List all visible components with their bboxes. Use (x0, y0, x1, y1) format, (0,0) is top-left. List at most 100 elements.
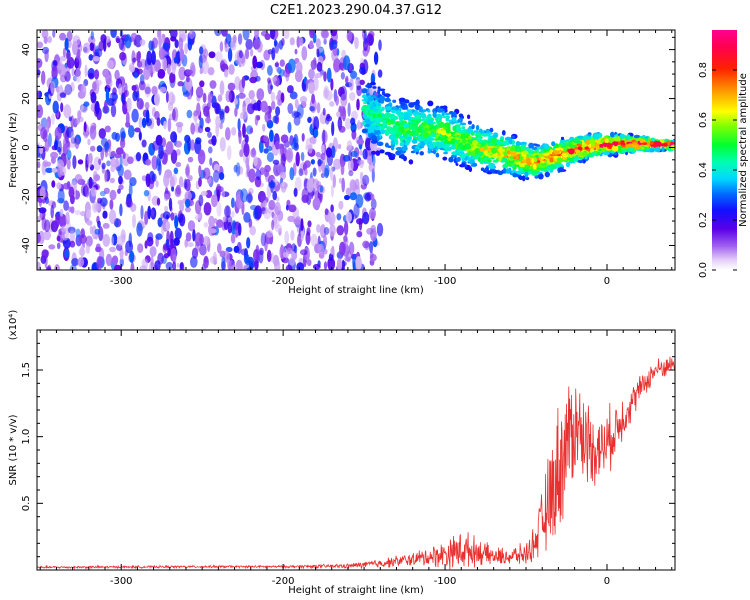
spectrogram-track-blob (458, 113, 464, 118)
spectrogram-track-blob (413, 148, 420, 152)
spectrogram-noise-blob (162, 42, 170, 51)
spectrogram-noise-blob (311, 93, 315, 105)
spectrogram-track-blob (655, 141, 662, 146)
spectrogram-noise-blob (309, 40, 314, 49)
colorbar-ticks: 0.0 0.2 0.4 0.6 0.8 (698, 62, 737, 278)
spectrogram-noise-blob (83, 121, 87, 133)
spectrogram-noise-blob (95, 243, 101, 253)
spectrogram-noise-blob (71, 258, 79, 267)
spectrogram-noise-blob (144, 240, 148, 249)
spectrogram-noise-blob (193, 110, 199, 117)
spectrogram-noise-blob (99, 197, 108, 207)
spectrogram-noise-blob (38, 198, 43, 207)
spectrogram-track-blob (429, 130, 435, 135)
spectrogram-noise-blob (207, 67, 215, 76)
spectrogram-track-blob (372, 86, 377, 89)
spectrogram-noise-blob (312, 167, 317, 177)
spectrogram-noise-blob (294, 69, 303, 83)
spectrogram-track-blob (512, 172, 517, 178)
spectrogram-noise-blob (306, 227, 311, 236)
spectrogram-noise-blob (307, 116, 312, 123)
colorbar: 0.0 0.2 0.4 0.6 0.8 Normalized spectral ampl… (698, 30, 749, 278)
spectrogram-track-blob (531, 158, 535, 164)
spectrogram-track-blob (633, 134, 640, 139)
spectrogram-noise-blob (328, 253, 334, 262)
spectrogram-track-blob (476, 136, 482, 142)
spectrogram-noise-blob (330, 184, 334, 198)
spectrogram-noise-blob (219, 250, 226, 258)
spectrogram-noise-blob (37, 104, 44, 119)
spectrogram-track-blob (405, 100, 410, 104)
spectrogram-noise-blob (341, 259, 345, 270)
spectrogram-noise-blob (340, 162, 345, 176)
spectrogram-noise-blob (109, 246, 117, 253)
spectrogram-noise-blob (350, 150, 358, 158)
spectrogram-track-blob (379, 88, 386, 92)
spectrogram-track-blob (554, 147, 561, 151)
snr-ticks: -300 -200 -100 0 0.5 1.0 1.5 (21, 330, 675, 587)
spectrogram-noise-blob (83, 42, 91, 54)
spectrogram-track-blob (444, 112, 451, 116)
spectrogram-noise-blob (187, 137, 192, 152)
spectrogram-track-blob (488, 163, 495, 169)
spectrogram-track-blob (395, 146, 403, 151)
spectrogram-track-blob (450, 154, 457, 158)
spectrogram-noise-blob (119, 127, 126, 142)
spectrogram-track-blob (543, 153, 550, 156)
spectrogram-noise-blob (232, 220, 237, 229)
spectrogram-track-blob (645, 148, 650, 152)
spectrogram-noise-blob (289, 167, 295, 181)
spectrogram-noise-blob (213, 251, 217, 264)
spectrogram-noise-blob (346, 140, 353, 151)
spectrogram-noise-blob (110, 235, 115, 246)
spectrogram-track-blob (457, 118, 462, 123)
spectrogram-noise-blob (153, 92, 161, 107)
spectrogram-noise-blob (338, 125, 346, 133)
spectrogram-noise-blob (310, 233, 318, 247)
spectrogram-noise-blob (50, 151, 59, 159)
spectrogram-noise-blob (250, 148, 257, 158)
spectrogram-noise-blob (62, 182, 71, 190)
spectrogram-track-blob (445, 127, 451, 134)
spectrogram-noise-blob (307, 220, 312, 228)
spectrogram-noise-blob (280, 134, 289, 143)
spectrogram-xlabel: Height of straight line (km) (288, 285, 424, 296)
spectrogram-noise-blob (114, 153, 122, 159)
spectrogram-track-blob (595, 145, 600, 150)
spectrogram-noise-blob (289, 91, 298, 100)
spectrogram-noise-blob (219, 41, 224, 52)
spectrogram-noise-blob (90, 145, 96, 152)
spectrogram-track-blob (491, 147, 498, 154)
spectrogram-track-blob (611, 145, 619, 152)
spectrogram-noise-blob (163, 120, 167, 130)
spectrogram-noise-blob (243, 142, 250, 157)
spectrogram-track-blob (458, 152, 464, 156)
spectrogram-noise-blob (252, 102, 261, 111)
x-tick-label: -100 (434, 576, 457, 587)
spectrogram-track-blob (377, 123, 383, 127)
spectrogram-track-blob (499, 148, 503, 154)
spectrogram-noise-blob (359, 66, 366, 75)
spectrogram-track-blob (430, 150, 434, 153)
spectrogram-noise-blob (208, 228, 217, 234)
spectrogram-noise-blob (104, 149, 108, 158)
snr-ylabel: SNR (10 * v/v) (8, 414, 19, 485)
spectrogram-noise-blob (88, 54, 94, 61)
spectrogram-noise-blob (192, 228, 196, 242)
spectrogram-track-blob (409, 132, 413, 136)
spectrogram-noise-blob (238, 50, 243, 59)
spectrogram-track-blob (467, 114, 471, 120)
spectrogram-noise-blob (203, 202, 212, 216)
spectrogram-noise-blob (41, 30, 49, 39)
spectrogram-track-blob (532, 163, 537, 170)
spectrogram-noise-blob (296, 262, 305, 270)
spectrogram-noise-blob (90, 30, 95, 40)
spectrogram-track-blob (484, 167, 489, 173)
spectrogram-noise-blob (181, 32, 188, 39)
spectrogram-noise-blob (222, 189, 225, 198)
spectrogram-noise-blob (305, 137, 313, 149)
spectrogram-noise-blob (224, 105, 230, 114)
spectrogram-noise-blob (321, 144, 325, 154)
spectrogram-track-blob (408, 159, 414, 165)
spectrogram-noise-blob (138, 131, 142, 141)
